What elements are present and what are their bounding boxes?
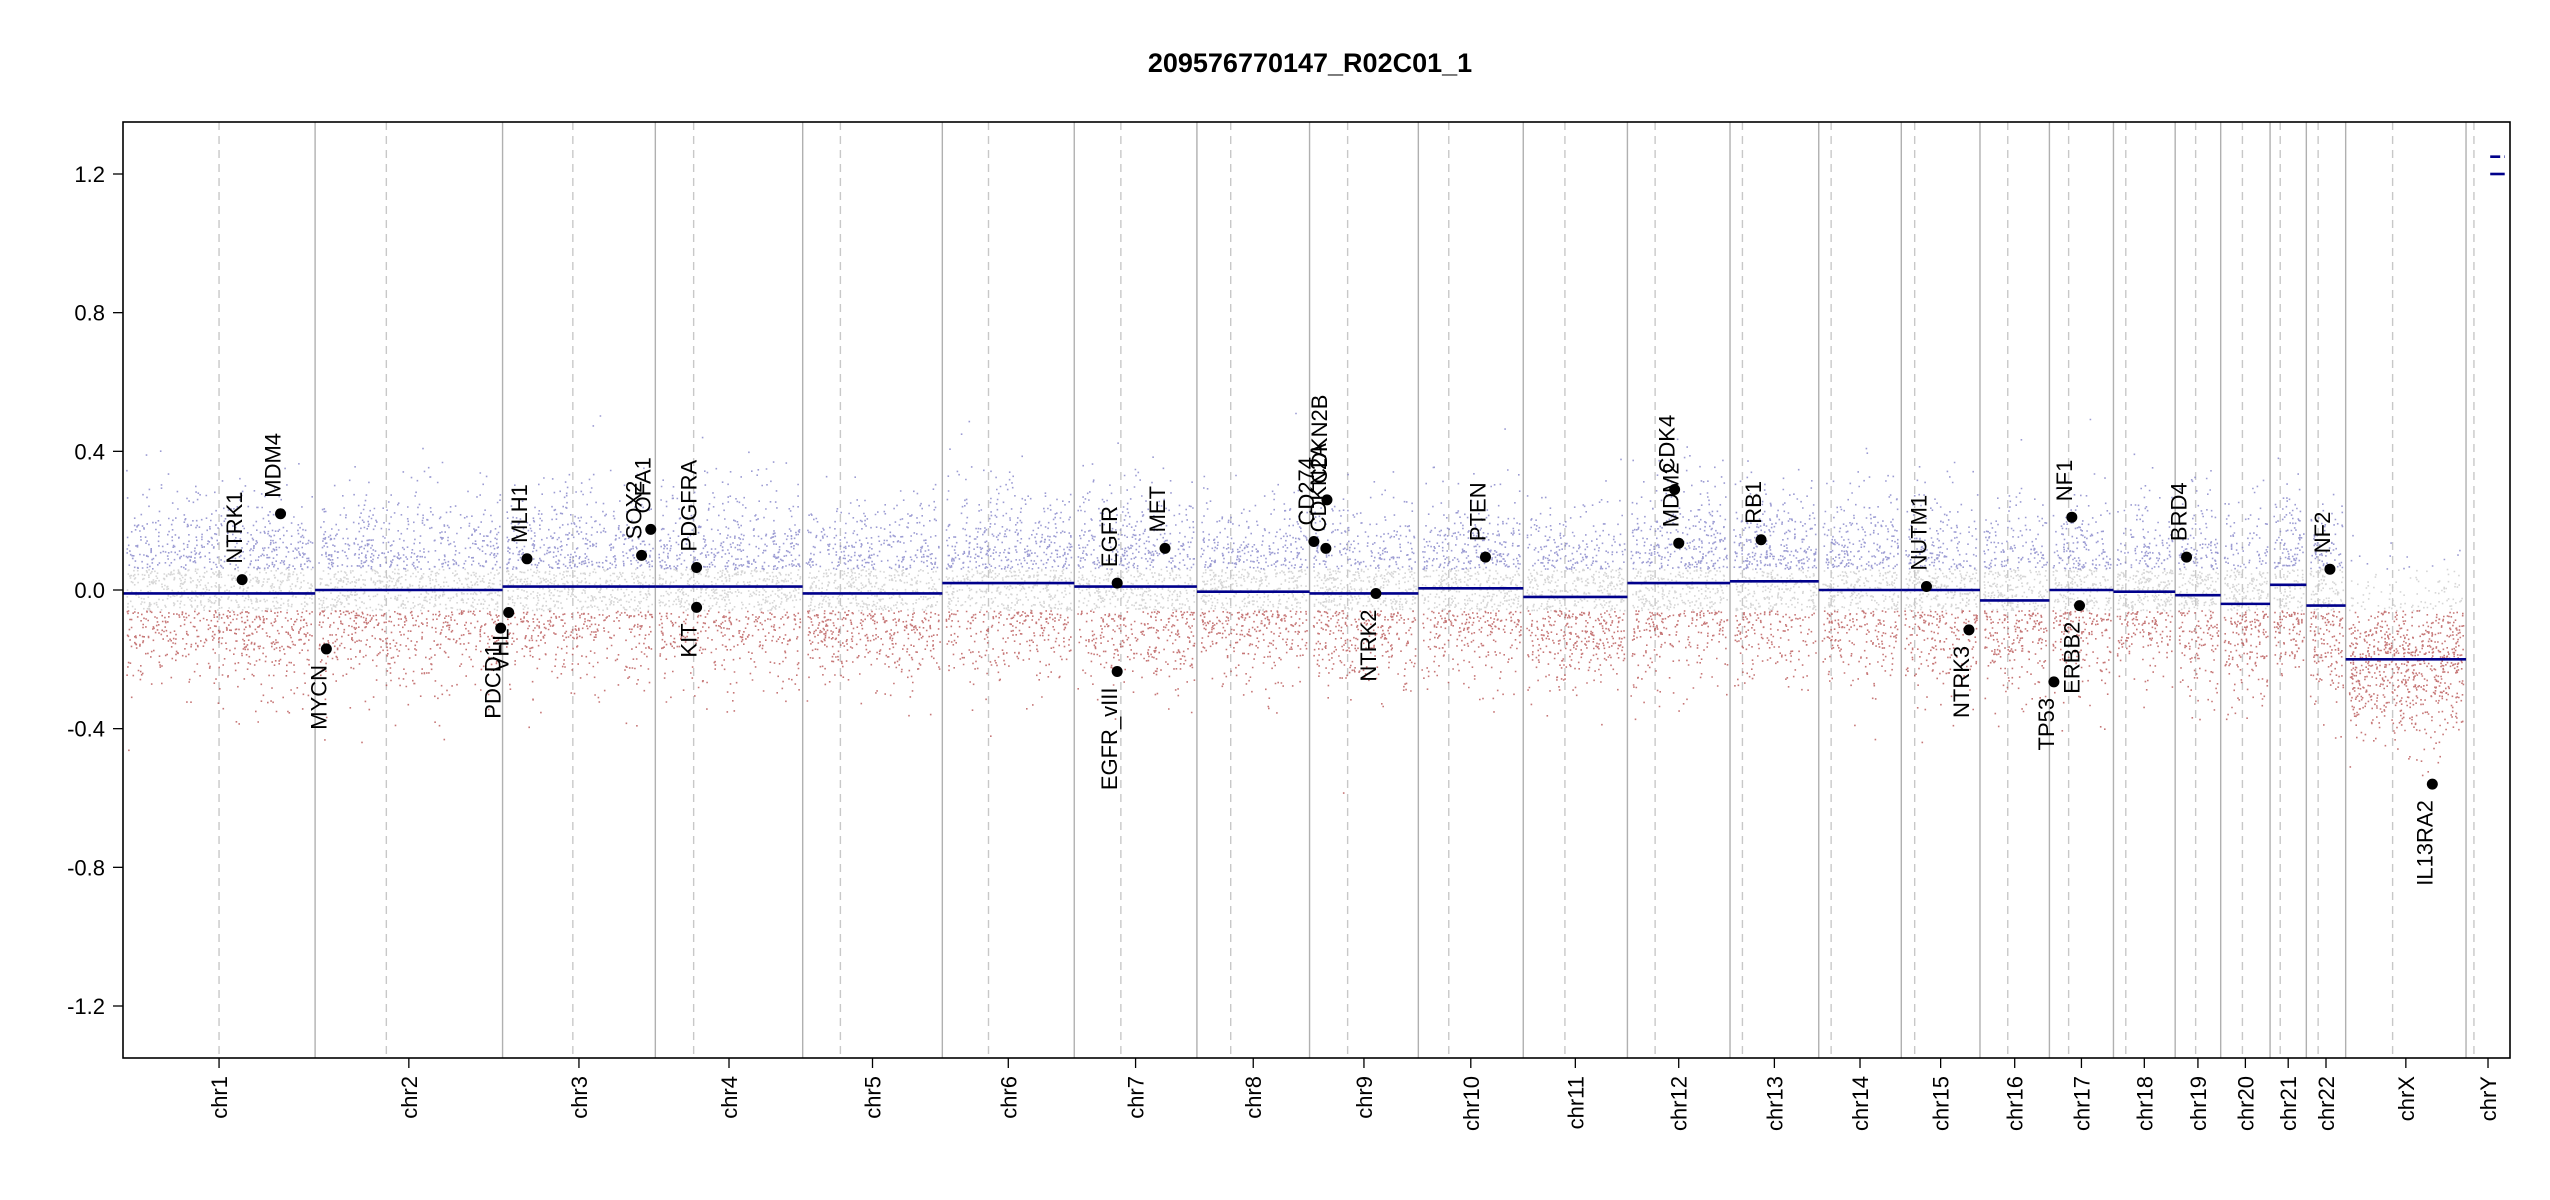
gene-label-kit: KIT [677,623,702,657]
segment-lines [123,155,2505,661]
x-tick-label-chrY: chrY [2476,1076,2501,1122]
x-tick-label-chr8: chr8 [1241,1076,1266,1119]
probe-points-neutral [126,568,2463,612]
axes: chr1 chr2 chr3 chr4 chr5 chr6 chr7 chr8 chr9 chr1… [67,121,2511,1131]
x-tick-label-chr5: chr5 [861,1076,886,1119]
gene-label-il13ra2: IL13RA2 [2412,800,2437,886]
gene-marker-mycn [320,643,332,655]
chart-title: 209576770147_R02C01_1 [1148,48,1472,78]
x-tick-label-chrX: chrX [2394,1076,2419,1122]
gene-marker-vhl [503,607,515,619]
x-tick-label-chr17: chr17 [2069,1076,2094,1131]
gene-marker-pten [1479,551,1491,563]
gene-label-pten: PTEN [1465,482,1490,541]
x-tick-label-chr13: chr13 [1762,1076,1787,1131]
gene-label-nf2: NF2 [2310,512,2335,554]
gene-marker-cdkn2b [1321,494,1333,506]
gene-label-cd274: CD274 [1294,457,1319,525]
gene-marker-nutm1 [1920,581,1932,593]
gene-label-tp53: TP53 [2034,698,2059,751]
x-tick-label-chr10: chr10 [1459,1076,1484,1131]
gene-marker-brd4 [2181,551,2193,563]
gene-marker-nf2 [2324,563,2336,575]
x-tick-label-chr3: chr3 [567,1076,592,1119]
x-tick-label-chr9: chr9 [1352,1076,1377,1119]
gene-marker-cdkn2a [1320,542,1332,554]
gene-label-egfr_viii: EGFR_vIII [1097,687,1122,790]
gene-label-mlh1: MLH1 [507,484,532,543]
x-tick-label-chr18: chr18 [2132,1076,2157,1131]
gene-label-mdm2: MDM2 [1659,462,1684,527]
gene-label-nutm1: NUTM1 [1906,495,1931,571]
gene-label-ntrk2: NTRK2 [1356,609,1381,681]
y-tick-label: -1.2 [67,994,105,1019]
x-tick-label-chr22: chr22 [2314,1076,2339,1131]
gene-marker-cdk4 [1669,483,1681,495]
gene-label-cdkn2a: CDKN2A [1306,443,1331,533]
gene-label-cdk4: CDK4 [1655,415,1680,474]
probe-points-loss [126,610,2465,794]
gene-label-mycn: MYCN [306,665,331,730]
gene-marker-nf1 [2066,511,2078,523]
gene-marker-rb1 [1755,534,1767,546]
x-tick-label-chr19: chr19 [2186,1076,2211,1131]
x-tick-label-chr12: chr12 [1667,1076,1692,1131]
gene-label-sox2: SOX2 [622,481,647,540]
x-tick-label-chr11: chr11 [1563,1076,1588,1129]
gene-marker-mdm2 [1673,537,1685,549]
gene-label-cdkn2b: CDKN2B [1307,395,1332,484]
gene-label-vhl: VHL [489,629,514,672]
gene-label-ofa1: OFA1 [631,457,656,513]
x-tick-label-chr7: chr7 [1124,1076,1149,1119]
gene-marker-ofa1 [645,523,657,535]
gene-label-rb1: RB1 [1741,481,1766,524]
gene-label-pdcd1: PDCD1 [481,644,506,719]
gene-marker-cd274 [1308,535,1320,547]
probe-points [126,412,2465,794]
gene-marker-mlh1 [521,553,533,565]
x-tick-label-chr14: chr14 [1848,1076,1873,1131]
x-tick-label-chr15: chr15 [1929,1076,1954,1131]
gene-label-nf1: NF1 [2052,460,2077,502]
gene-marker-ntrk3 [1963,624,1975,636]
gene-marker-erbb2 [2074,600,2086,612]
x-tick-label-chr1: chr1 [207,1076,232,1119]
gene-marker-il13ra2 [2426,778,2438,790]
y-tick-label: 0.4 [74,439,105,464]
gene-label-brd4: BRD4 [2167,482,2192,541]
y-tick-label: 1.2 [74,162,105,187]
gene-marker-kit [691,601,703,613]
x-tick-label-chr16: chr16 [2003,1076,2028,1131]
gene-marker-ntrk2 [1370,587,1382,599]
gene-marker-ntrk1 [236,574,248,586]
gene-label-ntrk3: NTRK3 [1949,646,1974,718]
y-tick-label: 0.0 [74,578,105,603]
y-tick-label: 0.8 [74,301,105,326]
gene-marker-egfr [1111,577,1123,589]
x-tick-label-chr4: chr4 [717,1076,742,1119]
gene-marker-pdgfra [691,561,703,573]
x-tick-label-chr20: chr20 [2233,1076,2258,1131]
gene-marker-pdcd1 [495,622,507,634]
gene-label-mdm4: MDM4 [261,433,286,498]
gene-label-egfr: EGFR [1097,506,1122,567]
gene-marker-tp53 [2048,676,2060,688]
y-tick-label: -0.4 [67,717,105,742]
gene-label-erbb2: ERBB2 [2060,622,2085,694]
gene-marker-met [1159,542,1171,554]
gene-marker-mdm4 [275,508,287,520]
probe-points-gain [126,412,2461,570]
x-tick-label-chr2: chr2 [397,1076,422,1119]
gene-marker-egfr_viii [1111,665,1123,677]
x-tick-label-chr6: chr6 [996,1076,1021,1119]
gene-marker-sox2 [636,549,648,561]
y-tick-label: -0.8 [67,855,105,880]
x-tick-label-chr21: chr21 [2276,1076,2301,1131]
gene-label-pdgfra: PDGFRA [677,459,702,551]
gene-label-ntrk1: NTRK1 [222,491,247,563]
gene-label-met: MET [1145,486,1170,532]
